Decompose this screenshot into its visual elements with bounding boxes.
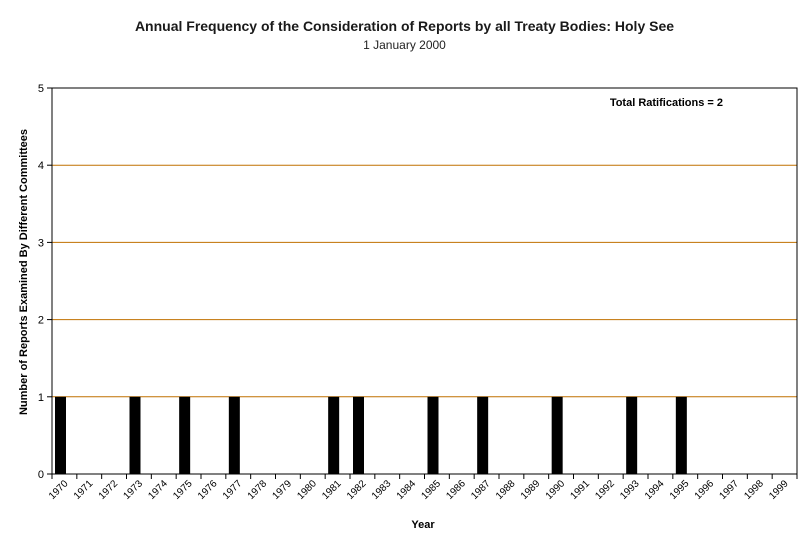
x-tick-label: 1982	[345, 478, 369, 502]
y-tick-label: 1	[38, 392, 44, 404]
x-tick-label: 1997	[718, 478, 742, 502]
bar-1985	[427, 396, 439, 474]
x-tick-label: 1992	[593, 478, 617, 502]
x-tick-label: 1990	[544, 478, 568, 502]
x-axis-title: Year	[411, 519, 435, 531]
x-tick-label: 1986	[444, 478, 468, 502]
x-tick-label: 1998	[742, 478, 766, 502]
x-tick-label: 1984	[395, 478, 419, 502]
x-tick-label: 1979	[271, 478, 295, 502]
chart-title: Annual Frequency of the Consideration of…	[134, 18, 675, 34]
bar-1993	[626, 396, 638, 474]
x-tick-label: 1994	[643, 478, 667, 502]
x-tick-label: 1995	[668, 478, 692, 502]
x-tick-label: 1989	[519, 478, 543, 502]
x-tick-label: 1980	[295, 478, 319, 502]
bar-1977	[228, 396, 240, 474]
total-ratifications-annotation: Total Ratifications = 2	[610, 97, 723, 109]
x-tick-label: 1975	[171, 478, 195, 502]
x-tick-label: 1996	[693, 478, 717, 502]
x-tick-label: 1999	[767, 478, 791, 502]
x-tick-label: 1981	[320, 478, 344, 502]
y-tick-label: 2	[38, 315, 44, 327]
bar-1981	[328, 396, 340, 474]
x-tick-label: 1976	[196, 478, 220, 502]
y-tick-label: 4	[38, 160, 44, 172]
x-tick-label: 1993	[618, 478, 642, 502]
x-tick-label: 1985	[420, 478, 444, 502]
bar-1995	[675, 396, 687, 474]
x-tick-label: 1971	[72, 478, 96, 502]
x-tick-label: 1991	[569, 478, 593, 502]
bar-1987	[477, 396, 489, 474]
bar-1973	[129, 396, 141, 474]
x-tick-label: 1970	[47, 478, 71, 502]
x-tick-label: 1987	[469, 478, 493, 502]
y-tick-label: 0	[38, 469, 44, 481]
x-tick-label: 1972	[97, 478, 121, 502]
x-tick-label: 1973	[122, 478, 146, 502]
x-tick-label: 1978	[246, 478, 270, 502]
x-tick-label: 1977	[221, 478, 245, 502]
bar-1982	[353, 396, 364, 474]
bar-1975	[179, 396, 191, 474]
x-tick-label: 1983	[370, 478, 394, 502]
y-tick-label: 3	[38, 237, 44, 249]
chart-subtitle: 1 January 2000	[363, 38, 446, 52]
bar-1970	[55, 396, 66, 474]
y-tick-label: 5	[38, 83, 44, 95]
bar-1990	[551, 396, 563, 474]
y-axis-title: Number of Reports Examined By Different …	[18, 129, 30, 415]
x-tick-label: 1974	[146, 478, 170, 502]
x-tick-label: 1988	[494, 478, 518, 502]
